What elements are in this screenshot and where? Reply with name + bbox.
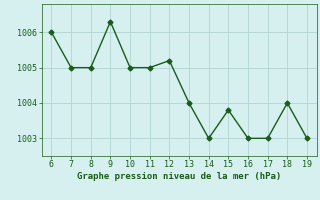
X-axis label: Graphe pression niveau de la mer (hPa): Graphe pression niveau de la mer (hPa)	[77, 172, 281, 181]
